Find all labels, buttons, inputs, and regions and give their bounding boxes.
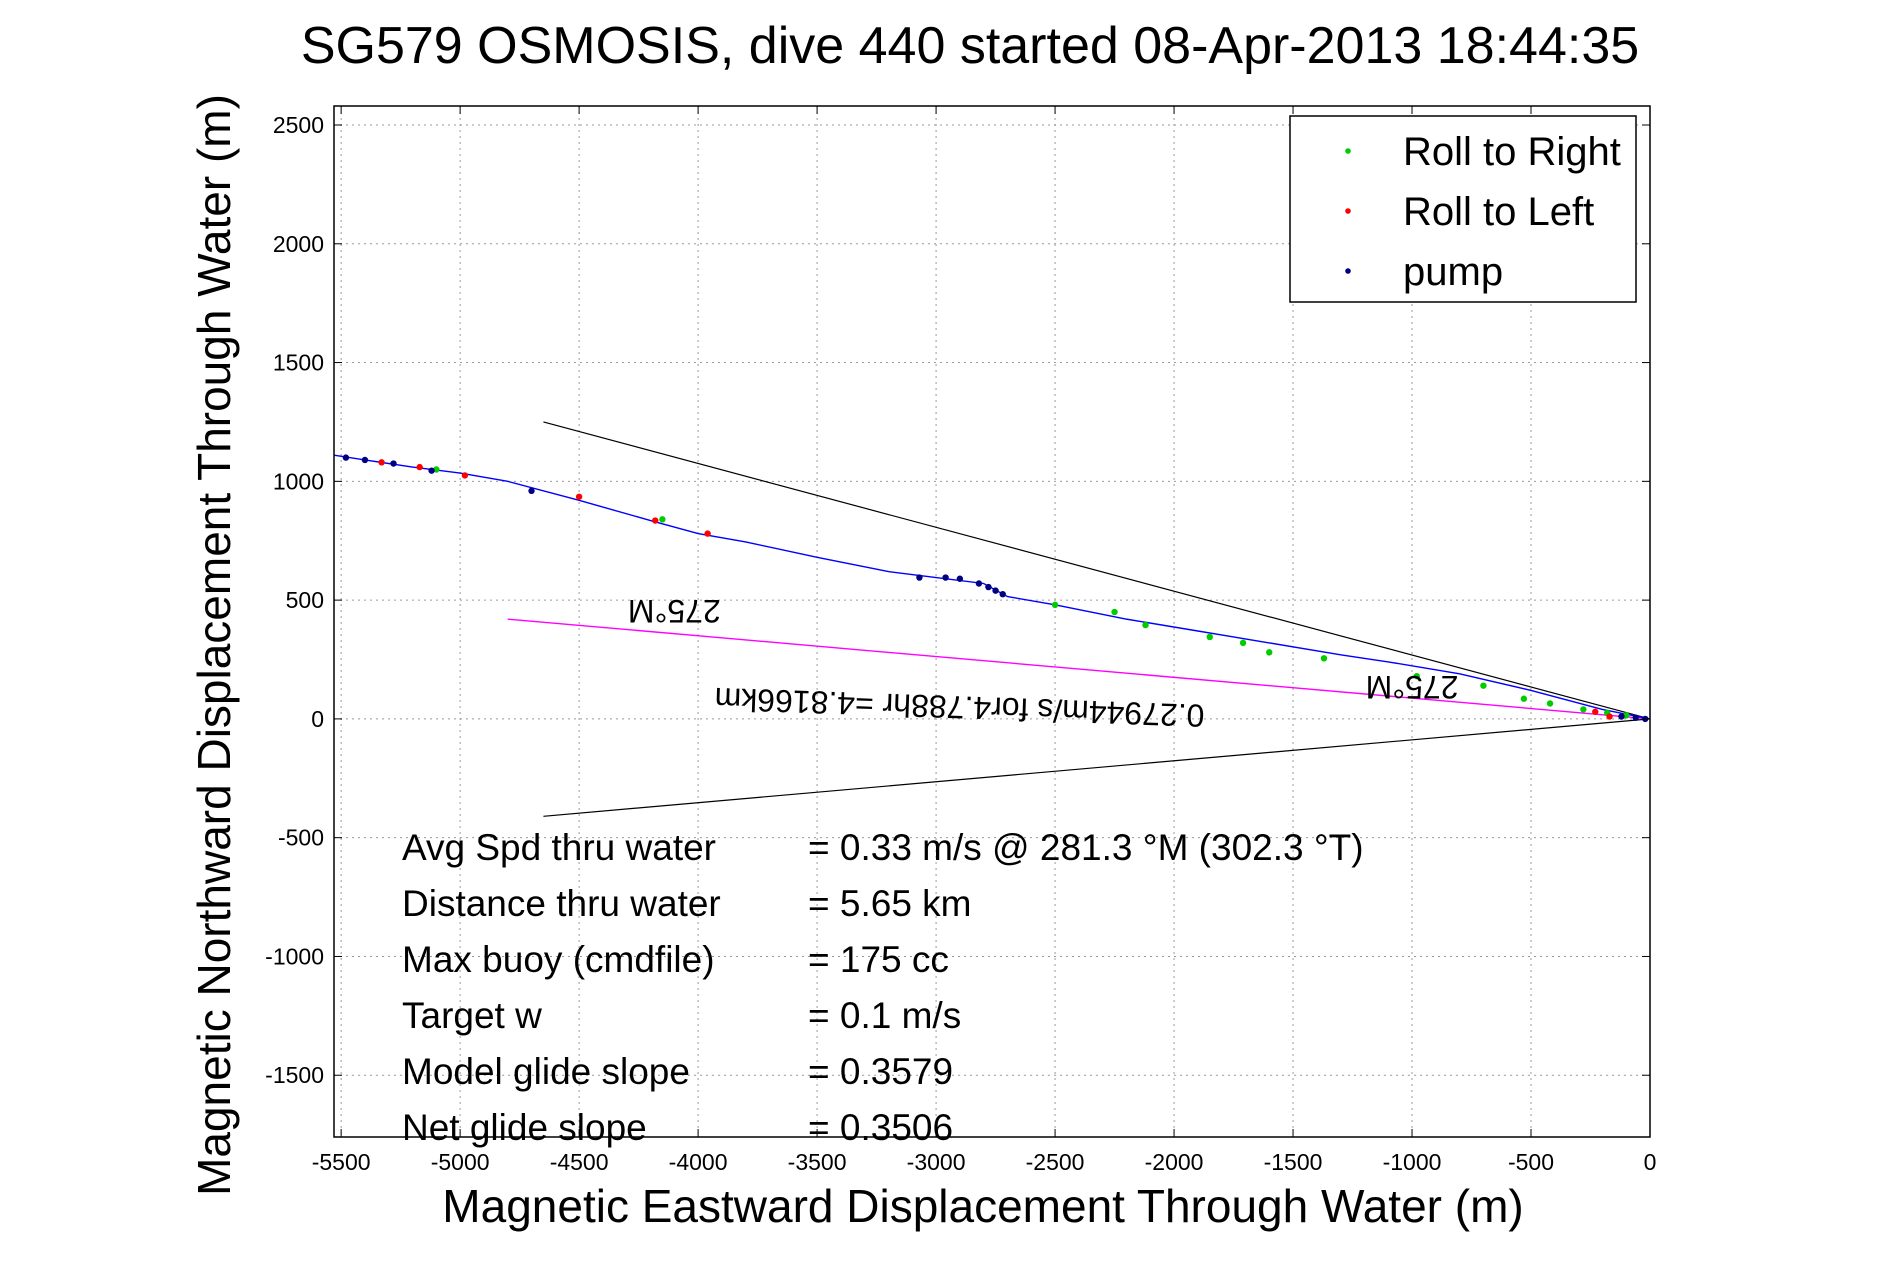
pump-marker (361, 456, 369, 464)
x-tick-label: -2500 (1026, 1149, 1085, 1175)
roll-left-marker (652, 517, 659, 524)
x-tick-label: -4000 (669, 1149, 728, 1175)
pump-marker (1618, 713, 1625, 720)
y-tick-label: 1500 (273, 350, 324, 376)
y-tick-label: -500 (278, 825, 324, 851)
y-tick-label: 2000 (273, 231, 324, 257)
roll-left-marker (704, 530, 711, 537)
x-tick-label: -3000 (907, 1149, 966, 1175)
legend-entries: Roll to Right Roll to Left pump (1345, 130, 1621, 294)
y-tick-label: 2500 (273, 112, 324, 138)
x-tick-label: -500 (1508, 1149, 1554, 1175)
roll-left-marker (1592, 708, 1599, 715)
x-tick-label: -3500 (788, 1149, 847, 1175)
annotation-text: 275°M (628, 593, 721, 629)
stats-label: Model glide slope (402, 1051, 690, 1092)
axes-frame (333, 105, 1651, 1138)
pump-marker (428, 467, 435, 474)
roll-left-marker (461, 472, 469, 479)
stats-value: = 175 cc (808, 939, 949, 980)
pump-marker (985, 583, 992, 591)
pump-marker (342, 454, 350, 461)
heading-wedge-lower (543, 718, 1651, 817)
legend-marker (1345, 208, 1351, 214)
pump-marker (942, 574, 949, 581)
pump-marker (390, 460, 397, 467)
x-axis-label: Magnetic Eastward Displacement Through W… (442, 1180, 1523, 1232)
roll-right-marker (1580, 706, 1587, 713)
roll-right-marker (1546, 700, 1554, 707)
stats-label: Distance thru water (402, 883, 721, 924)
x-tick-label: -5500 (312, 1149, 371, 1175)
legend-marker (1345, 268, 1351, 274)
stats-value: = 0.1 m/s (808, 995, 961, 1036)
stats-label: Avg Spd thru water (402, 827, 716, 868)
stats-value: = 5.65 km (808, 883, 972, 924)
stats-value: = 0.33 m/s @ 281.3 °M (302.3 °T) (808, 827, 1364, 868)
stats-block: Avg Spd thru water = 0.33 m/s @ 281.3 °M … (402, 827, 1364, 1148)
roll-right-marker (1206, 633, 1213, 641)
y-axis-label: Magnetic Northward Displacement Through … (188, 94, 240, 1196)
roll-right-marker (1520, 695, 1528, 702)
legend-marker (1345, 148, 1351, 154)
roll-right-marker (1266, 649, 1273, 656)
roll-right-marker (1480, 682, 1487, 689)
pump-marker (999, 590, 1006, 598)
ticks: -5500 -5000 -4500 -4000 -3500 -3000 -2500 -2000… (265, 106, 1656, 1175)
roll-right-marker (659, 516, 666, 523)
roll-left-marker (378, 459, 385, 466)
roll-left-marker (416, 463, 423, 471)
y-tick-label: -1500 (265, 1062, 324, 1088)
pump-marker (916, 574, 923, 581)
legend-label: Roll to Left (1403, 190, 1594, 234)
pump-marker (956, 575, 964, 582)
roll-right-marker (1239, 639, 1247, 647)
stats-label: Target w (402, 995, 542, 1036)
plot-markers (342, 454, 1649, 723)
x-tick-label: -2000 (1145, 1149, 1204, 1175)
grid (334, 106, 1651, 1137)
pump-marker (528, 487, 535, 495)
y-tick-label: -1000 (265, 943, 324, 969)
roll-right-marker (1111, 608, 1118, 616)
pump-marker (975, 580, 983, 587)
legend-label: pump (1403, 250, 1503, 294)
pump-marker (1632, 714, 1639, 721)
y-tick-label: 500 (286, 587, 324, 613)
heading-wedge-upper (543, 421, 1651, 720)
chart-title: SG579 OSMOSIS, dive 440 started 08-Apr-2… (301, 17, 1639, 75)
x-tick-label: -1000 (1383, 1149, 1442, 1175)
roll-right-marker (1413, 672, 1420, 680)
stats-value: = 0.3579 (808, 1051, 953, 1092)
y-tick-label: 0 (311, 706, 324, 732)
legend: Roll to Right Roll to Left pump (1289, 115, 1637, 303)
roll-left-marker (1606, 713, 1613, 720)
x-tick-label: -5000 (431, 1149, 490, 1175)
legend-label: Roll to Right (1403, 130, 1621, 174)
roll-right-marker (1051, 601, 1059, 609)
heading-line (507, 618, 1651, 720)
stats-label: Max buoy (cmdfile) (402, 939, 715, 980)
roll-right-marker (1142, 621, 1149, 629)
x-tick-label: -4500 (550, 1149, 609, 1175)
x-tick-label: 0 (1644, 1149, 1657, 1175)
roll-right-marker (1320, 655, 1328, 662)
stats-label: Net glide slope (402, 1107, 647, 1148)
x-tick-label: -1500 (1264, 1149, 1323, 1175)
y-tick-label: 1000 (273, 468, 324, 494)
roll-left-marker (575, 493, 583, 500)
pump-marker (992, 587, 999, 594)
stats-value: = 0.3506 (808, 1107, 953, 1148)
annotation-text: 275°M (1366, 669, 1459, 705)
